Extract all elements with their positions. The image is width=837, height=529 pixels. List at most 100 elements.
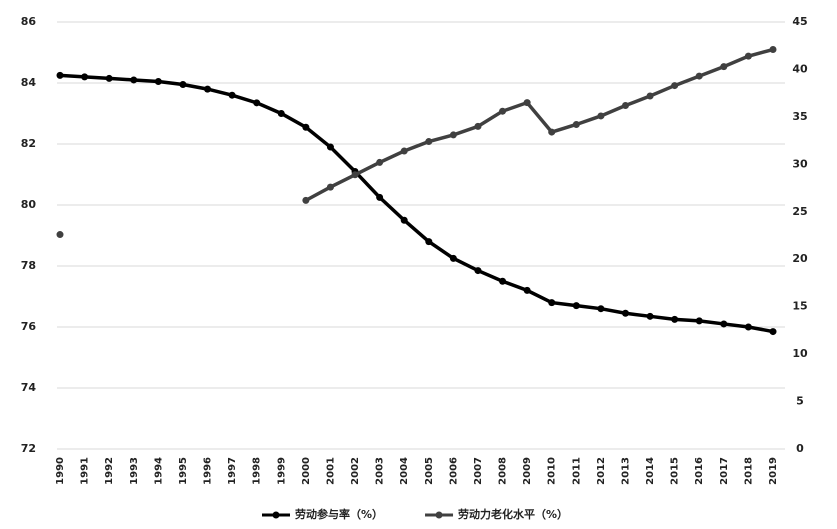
y2-tick-label: 5 [796,395,804,408]
point [400,216,408,224]
x-tick-label: 1997 [227,457,238,485]
x-tick-label: 1996 [203,457,214,485]
x-tick-label: 2006 [448,457,459,485]
y2-tick-label: 25 [792,205,807,218]
point [720,63,728,71]
legend-marker [435,511,443,519]
point [499,277,507,285]
x-tick-label: 1990 [55,457,66,485]
x-tick-label: 2011 [571,457,582,485]
point [81,73,89,81]
point [744,52,752,60]
y2-tick-label: 15 [792,300,807,313]
legend-label: 劳动参与率（%） [295,507,383,521]
x-tick-label: 1994 [153,457,164,485]
y-tick-label: 78 [21,259,36,272]
point [621,309,629,317]
y-tick-label: 82 [21,137,36,150]
x-tick-label: 2018 [743,457,754,485]
x-tick-label: 2002 [350,457,361,485]
x-tick-label: 2001 [325,457,336,485]
point [744,323,752,331]
point [597,305,605,313]
point [523,99,531,107]
point [769,328,777,336]
series-line [59,73,774,334]
y-tick-label: 84 [21,76,37,89]
legend-label: 劳动力老化水平（%） [458,507,568,521]
point [720,320,728,328]
x-tick-label: 2016 [694,457,705,485]
point [326,143,334,151]
point [302,196,310,204]
point [474,267,482,275]
x-tick-label: 2003 [375,457,386,485]
y2-tick-label: 30 [792,157,808,170]
y2-tick-label: 0 [796,442,804,455]
x-tick-label: 2017 [719,457,730,485]
point [228,91,236,99]
point [400,147,408,155]
point [695,317,703,325]
point [769,46,777,54]
point [646,92,654,100]
y2-tick-label: 45 [792,15,807,28]
point [523,286,531,294]
point [351,171,359,179]
x-tick-label: 1992 [104,457,115,485]
point [253,99,261,107]
point [179,81,187,89]
point [277,110,285,117]
x-tick-label: 2009 [522,457,533,485]
point [130,76,138,84]
point [572,302,580,310]
x-tick-label: 1998 [252,457,263,485]
point [548,128,556,136]
x-tick-label: 2005 [424,457,435,485]
x-tick-label: 2019 [768,457,779,485]
point [499,107,507,115]
x-tick-label: 2000 [301,457,312,485]
point [671,315,679,323]
y-tick-label: 72 [21,442,36,455]
x-tick-label: 1991 [80,457,91,485]
x-tick-label: 1995 [178,457,189,485]
point [204,85,212,93]
point [449,254,457,262]
y-tick-label: 76 [21,320,37,333]
point [376,158,384,166]
point [376,193,384,201]
legend-marker [272,511,280,519]
y2-tick-label: 20 [792,252,808,265]
x-tick-label: 2010 [547,457,558,485]
y2-tick-label: 35 [792,110,807,123]
x-tick-label: 2015 [670,457,681,485]
y-tick-label: 74 [21,381,37,394]
point [425,238,433,246]
point [646,312,654,320]
point [548,299,556,307]
y2-tick-label: 40 [792,62,808,75]
point [597,112,605,120]
x-tick-label: 2014 [645,457,656,485]
x-tick-label: 1999 [276,457,287,485]
x-tick-label: 2008 [498,457,509,485]
x-tick-label: 2012 [596,457,607,485]
y-tick-label: 86 [21,15,37,28]
y2-tick-label: 10 [792,347,808,360]
point [695,72,703,80]
point [105,74,113,82]
point [572,120,580,128]
point [154,77,162,85]
point [671,82,679,90]
x-tick-label: 2013 [620,457,631,485]
x-tick-label: 1993 [129,457,140,485]
point [474,122,482,130]
point [302,123,310,131]
point [449,131,457,139]
point [56,71,64,79]
x-tick-label: 2007 [473,457,484,485]
y-tick-label: 80 [21,198,37,211]
series-line [305,47,774,202]
